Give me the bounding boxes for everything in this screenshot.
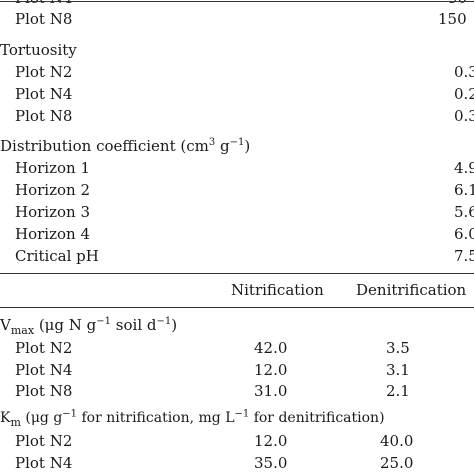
row-value: 6.0	[454, 225, 474, 243]
row-value: 0.3	[454, 107, 474, 125]
row-label: Critical pH	[15, 247, 99, 265]
row-value: 7.5	[454, 247, 474, 265]
row-label: Horizon 3	[15, 203, 90, 221]
denitrification-value: 3.5	[386, 339, 410, 357]
column-header-denitrification: Denitrification	[356, 281, 467, 299]
row-label: Plot N2	[15, 339, 73, 357]
denitrification-value: 3.1	[386, 361, 410, 379]
row-value: 4.9	[454, 159, 474, 177]
table-row: Plot N4 35.0 25.0	[0, 453, 474, 473]
table-row: Plot N8 150	[0, 9, 474, 29]
nitrification-value: 35.0	[254, 454, 288, 472]
denitrification-value: 2.1	[386, 382, 410, 400]
row-value: 5.6	[454, 203, 474, 221]
table-row: Critical pH 7.5	[0, 246, 474, 266]
nitrification-value: 42.0	[254, 339, 288, 357]
row-value: 0.2	[454, 85, 474, 103]
row-label: Plot N2	[15, 432, 73, 450]
row-value: 150	[438, 10, 467, 28]
partial-row: Plot N4 90	[0, 0, 474, 8]
table-rule	[0, 307, 474, 308]
table-row: Plot N8 0.3	[0, 106, 474, 126]
row-value: 6.1	[454, 181, 474, 199]
column-header-row: Nitrification Denitrification	[0, 280, 474, 300]
table-rule	[0, 1, 474, 2]
row-label: Plot N8	[15, 107, 73, 125]
row-label: Plot N2	[15, 63, 73, 81]
denitrification-value: 40.0	[380, 432, 414, 450]
table-row: Horizon 3 5.6	[0, 202, 474, 222]
denitrification-value: 25.0	[380, 454, 414, 472]
table-row: Plot N8 31.0 2.1	[0, 381, 474, 401]
table-row: Plot N2 42.0 3.5	[0, 338, 474, 358]
table-row: Plot N4 12.0 3.1	[0, 360, 474, 380]
table-row: Horizon 1 4.9	[0, 158, 474, 178]
section-title-vmax: Vmax (μg N g−1 soil d−1)	[0, 316, 178, 337]
row-label: Horizon 1	[15, 159, 90, 177]
row-value: 0.3	[454, 63, 474, 81]
nitrification-value: 31.0	[254, 382, 288, 400]
column-header-nitrification: Nitrification	[231, 281, 324, 299]
nitrification-value: 12.0	[254, 361, 288, 379]
table-row: Plot N2 12.0 40.0	[0, 431, 474, 451]
row-label: Plot N4	[15, 454, 73, 472]
row-label: Plot N4	[15, 0, 72, 8]
table-row: Horizon 4 6.0	[0, 224, 474, 244]
row-label: Horizon 4	[15, 225, 90, 243]
row-label: Plot N8	[15, 10, 73, 28]
table-row: Horizon 2 6.1	[0, 180, 474, 200]
row-label: Plot N4	[15, 85, 73, 103]
row-label: Plot N4	[15, 361, 73, 379]
row-label: Plot N8	[15, 382, 73, 400]
row-label: Horizon 2	[15, 181, 90, 199]
nitrification-value: 12.0	[254, 432, 288, 450]
table-row: Plot N4 0.2	[0, 84, 474, 104]
section-title-distribution: Distribution coefficient (cm3 g−1)	[0, 137, 251, 155]
section-title-tortuosity: Tortuosity	[0, 41, 77, 59]
row-value: 90	[448, 0, 467, 8]
section-title-km: Km (μg g−1 for nitrification, mg L−1 for…	[0, 408, 385, 429]
table-rule	[0, 273, 474, 274]
table-row: Plot N2 0.3	[0, 62, 474, 82]
